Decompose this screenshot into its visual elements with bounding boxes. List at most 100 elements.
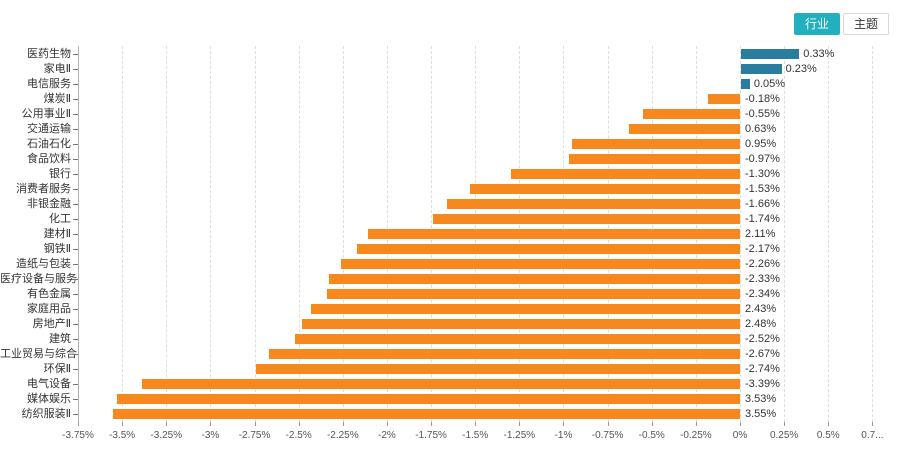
bar-value-label: -0.18% xyxy=(745,92,780,105)
bar[interactable] xyxy=(256,364,740,375)
x-axis-tick xyxy=(607,422,609,426)
bar-value-label: -0.55% xyxy=(745,107,780,120)
x-axis-tick xyxy=(431,422,433,426)
x-axis-tick xyxy=(740,422,741,426)
category-label: 交通运输 xyxy=(27,122,71,135)
category-label: 医疗设备与服务 xyxy=(0,273,77,286)
x-axis-tick xyxy=(210,422,212,426)
y-axis-line xyxy=(78,46,79,422)
y-axis-tick xyxy=(73,399,78,401)
bar[interactable] xyxy=(572,138,740,149)
category-label: 环保Ⅱ xyxy=(43,363,71,376)
x-axis-tick xyxy=(475,422,477,426)
bar[interactable] xyxy=(642,108,740,119)
chart-mode-toggle: 行业 主题 xyxy=(793,13,889,35)
x-axis-tick xyxy=(298,422,300,426)
bar[interactable] xyxy=(741,78,750,89)
bar[interactable] xyxy=(510,168,740,179)
y-axis-tick xyxy=(73,68,78,70)
category-label: 银行 xyxy=(49,167,71,180)
bar[interactable] xyxy=(113,409,740,420)
bar[interactable] xyxy=(741,63,782,74)
bar-value-label: 0.63% xyxy=(745,122,777,135)
category-label: 化工 xyxy=(49,212,71,225)
bar[interactable] xyxy=(356,244,740,255)
tab-industry[interactable]: 行业 xyxy=(793,13,840,35)
bar[interactable] xyxy=(568,153,740,164)
x-axis-tick-label: -1% xyxy=(554,430,573,441)
bar[interactable] xyxy=(116,394,740,405)
y-axis-tick xyxy=(73,218,78,220)
y-axis-tick xyxy=(73,113,78,115)
x-axis-tick-label: 0.5% xyxy=(816,430,840,441)
x-axis-tick xyxy=(342,422,344,426)
x-axis-tick-label: -3.5% xyxy=(109,430,136,441)
bar[interactable] xyxy=(446,198,740,209)
bar[interactable] xyxy=(268,349,740,360)
y-axis-tick xyxy=(73,294,78,296)
bar-value-label: -1.66% xyxy=(745,197,780,210)
category-label: 纺织服装Ⅱ xyxy=(21,408,71,421)
bar[interactable] xyxy=(141,379,740,390)
y-axis-tick xyxy=(73,309,78,311)
x-axis-tick-label: -0.25% xyxy=(680,430,712,441)
bar[interactable] xyxy=(295,334,740,345)
bar-value-label: 2.48% xyxy=(745,318,777,331)
bar[interactable] xyxy=(469,183,740,194)
bar[interactable] xyxy=(326,289,740,300)
category-label: 食品饮料 xyxy=(27,152,71,165)
y-axis-tick xyxy=(73,384,78,386)
bar[interactable] xyxy=(311,304,740,315)
bar-value-label: 0.33% xyxy=(803,47,835,60)
grid-line xyxy=(298,46,300,422)
x-axis-tick xyxy=(563,422,565,426)
bar[interactable] xyxy=(328,274,740,285)
bar[interactable] xyxy=(367,229,740,239)
y-axis-tick xyxy=(73,369,78,371)
x-axis-tick-label: -0.5% xyxy=(638,430,665,441)
bar-value-label: -2.26% xyxy=(745,258,780,271)
x-axis-tick-label: -1.5% xyxy=(462,430,489,441)
category-label: 医药生物 xyxy=(27,47,71,60)
bar-value-label: -2.67% xyxy=(745,348,780,361)
x-axis-tick xyxy=(828,422,830,426)
category-label: 电气设备 xyxy=(27,378,71,391)
x-axis-tick-label: 0.7... xyxy=(861,430,884,441)
bar-value-label: 2.43% xyxy=(745,303,777,316)
tab-theme[interactable]: 主题 xyxy=(842,13,889,35)
x-axis-tick-label: 0% xyxy=(732,430,748,441)
y-axis-tick xyxy=(73,98,78,100)
y-axis-tick xyxy=(73,279,78,281)
x-axis-tick xyxy=(78,422,79,426)
bar-value-label: 2.11% xyxy=(745,228,776,240)
grid-line xyxy=(342,46,344,422)
bar-value-label: -1.53% xyxy=(745,182,780,195)
category-label: 造纸与包装 xyxy=(16,258,71,271)
grid-line xyxy=(828,46,830,422)
category-label: 建材Ⅱ xyxy=(43,228,71,240)
bar-value-label: 0.05% xyxy=(753,77,786,90)
bar[interactable] xyxy=(708,93,740,104)
category-label: 房地产Ⅱ xyxy=(32,318,71,331)
category-label: 家庭用品 xyxy=(27,303,71,316)
x-axis-tick-label: -3.25% xyxy=(150,430,183,441)
grid-line xyxy=(740,46,741,422)
x-axis-tick-label: -3% xyxy=(201,430,220,441)
x-axis-tick xyxy=(386,422,388,426)
grid-line xyxy=(254,46,256,422)
y-axis-tick xyxy=(73,158,78,160)
bar-value-label: -1.74% xyxy=(745,212,780,225)
bar[interactable] xyxy=(628,123,740,134)
bar-value-label: 3.55% xyxy=(745,408,777,421)
category-label: 非银金融 xyxy=(27,197,71,210)
y-axis-tick xyxy=(73,354,78,356)
x-axis-tick-label: 0.25% xyxy=(769,430,799,441)
grid-line xyxy=(166,46,168,422)
bar[interactable] xyxy=(741,48,800,59)
y-axis-tick xyxy=(73,234,78,235)
x-axis-tick-label: -1.75% xyxy=(415,430,447,441)
bar[interactable] xyxy=(302,319,740,330)
bar[interactable] xyxy=(341,259,740,270)
bar[interactable] xyxy=(432,213,740,224)
